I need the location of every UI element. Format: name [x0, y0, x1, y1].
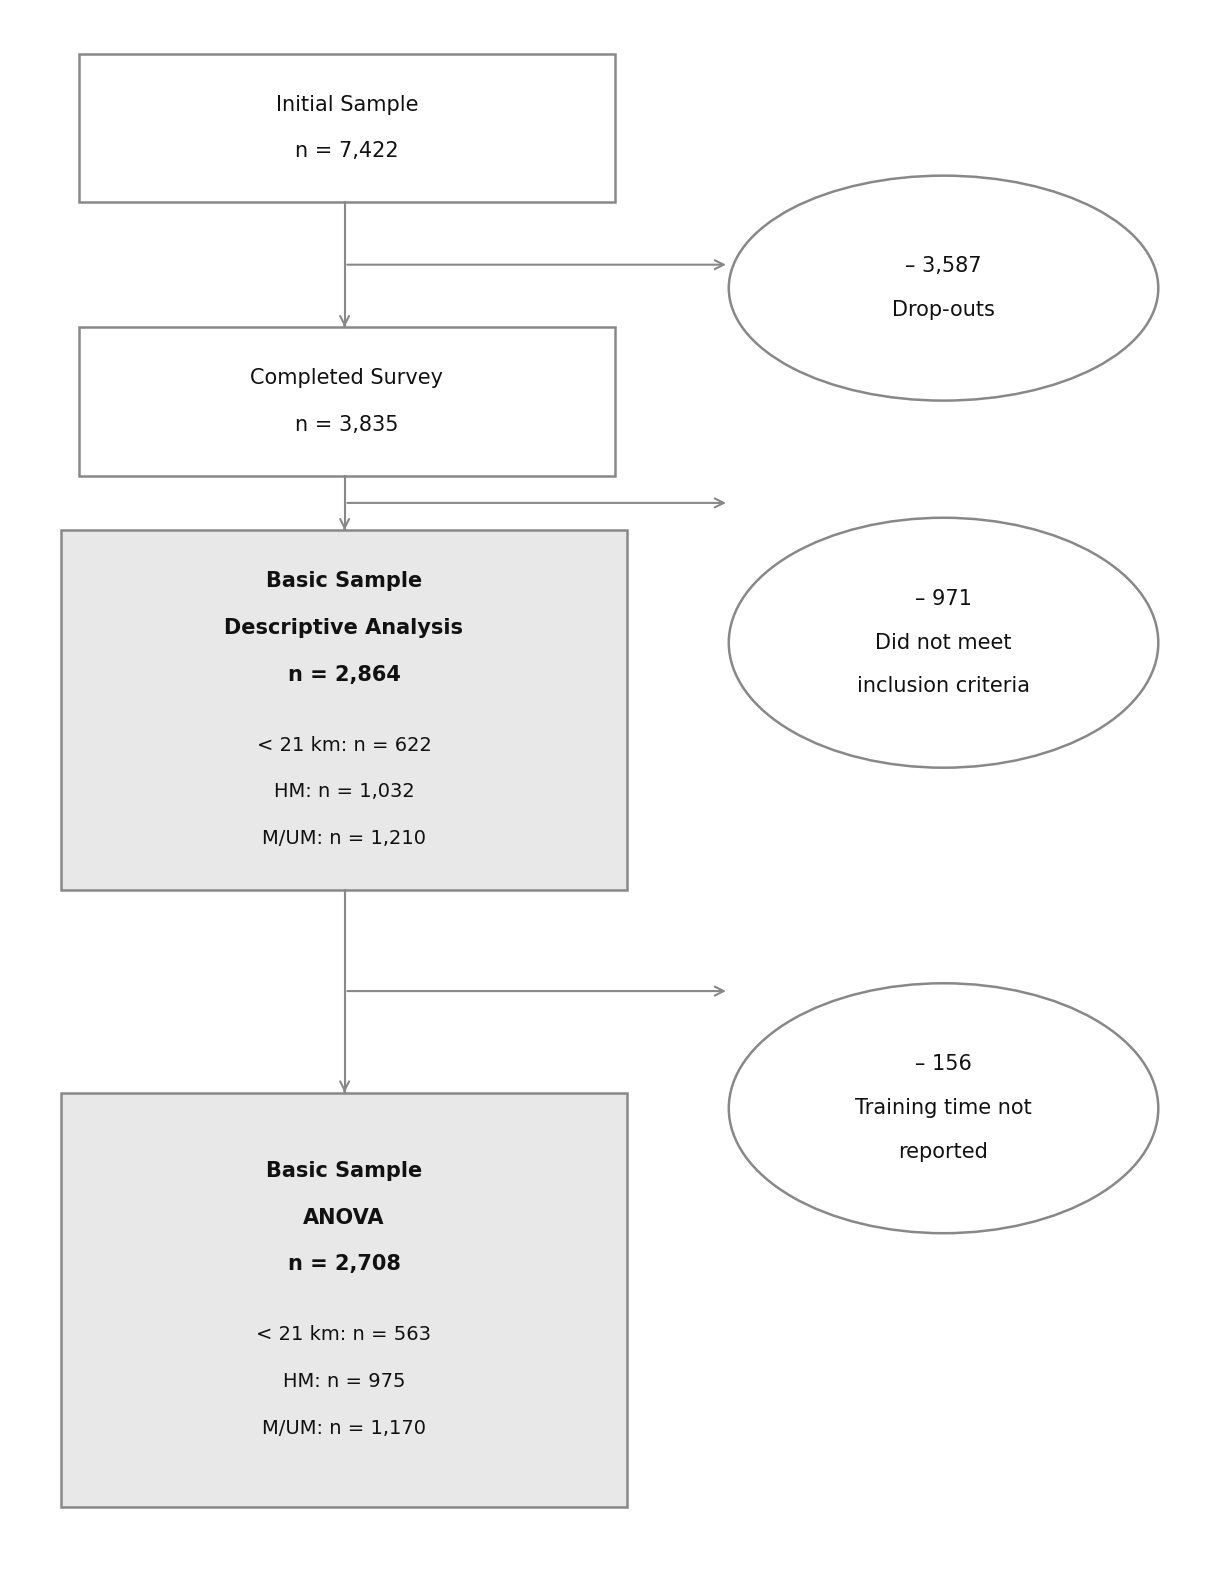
Text: n = 3,835: n = 3,835 — [296, 414, 398, 435]
Text: M/UM: n = 1,170: M/UM: n = 1,170 — [262, 1418, 426, 1437]
Ellipse shape — [729, 519, 1159, 768]
FancyBboxPatch shape — [60, 1092, 628, 1507]
Ellipse shape — [729, 983, 1159, 1232]
Text: Training time not: Training time not — [856, 1098, 1032, 1119]
Ellipse shape — [729, 175, 1159, 400]
Text: n = 2,864: n = 2,864 — [287, 665, 401, 684]
Text: HM: n = 1,032: HM: n = 1,032 — [274, 782, 414, 802]
Text: HM: n = 975: HM: n = 975 — [282, 1373, 406, 1392]
Text: – 3,587: – 3,587 — [905, 257, 981, 276]
Text: reported: reported — [898, 1143, 989, 1162]
Text: – 971: – 971 — [915, 589, 972, 608]
Text: n = 2,708: n = 2,708 — [287, 1254, 401, 1275]
Text: – 156: – 156 — [915, 1054, 972, 1075]
Text: M/UM: n = 1,210: M/UM: n = 1,210 — [262, 829, 426, 848]
FancyBboxPatch shape — [78, 328, 616, 476]
Text: Basic Sample: Basic Sample — [266, 1160, 422, 1180]
Text: Initial Sample: Initial Sample — [275, 95, 419, 115]
FancyBboxPatch shape — [78, 54, 616, 202]
Text: ANOVA: ANOVA — [303, 1207, 385, 1228]
FancyBboxPatch shape — [60, 530, 628, 889]
Text: < 21 km: n = 622: < 21 km: n = 622 — [257, 736, 431, 755]
Text: n = 7,422: n = 7,422 — [296, 142, 398, 161]
Text: Completed Survey: Completed Survey — [251, 367, 443, 388]
Text: Basic Sample: Basic Sample — [266, 571, 422, 591]
Text: Drop-outs: Drop-outs — [892, 299, 995, 320]
Text: Descriptive Analysis: Descriptive Analysis — [225, 618, 463, 638]
Text: inclusion criteria: inclusion criteria — [857, 676, 1030, 697]
Text: < 21 km: n = 563: < 21 km: n = 563 — [257, 1325, 431, 1344]
Text: Did not meet: Did not meet — [875, 632, 1011, 652]
